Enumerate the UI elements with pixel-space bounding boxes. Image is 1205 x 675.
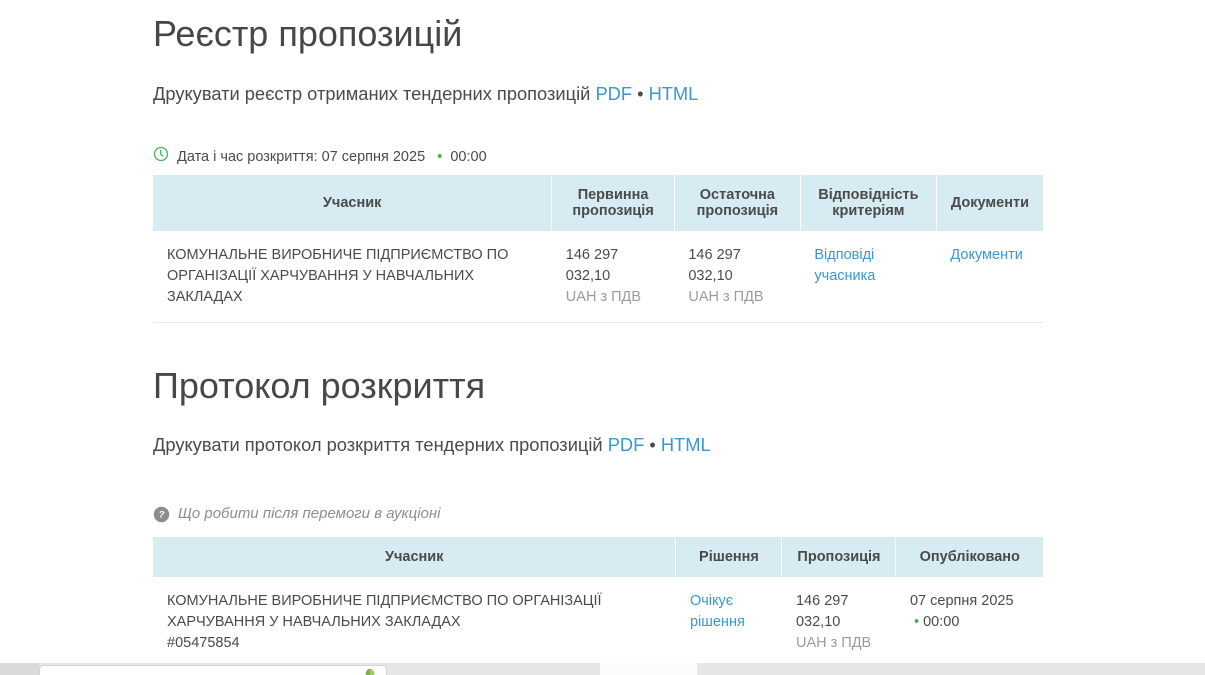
svg-text:?: ? <box>159 510 165 521</box>
